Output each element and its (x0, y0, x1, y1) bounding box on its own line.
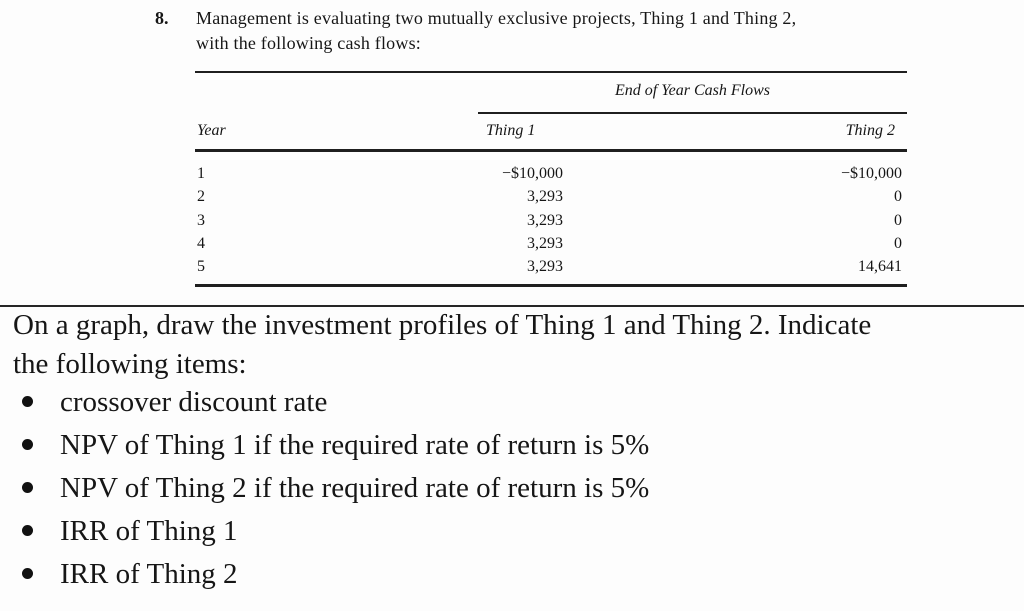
bullet-icon (22, 482, 33, 493)
table-top-rule (195, 71, 907, 73)
section-divider (0, 305, 1024, 307)
problem-statement: Management is evaluating two mutually ex… (196, 6, 926, 56)
cell-year: 4 (197, 235, 205, 252)
cell-thing1: 3,293 (527, 235, 563, 252)
table-header-row: Year Thing 1 Thing 2 (195, 118, 907, 144)
list-item: crossover discount rate (0, 381, 1024, 424)
column-header-thing2: Thing 2 (845, 122, 895, 139)
requirements-list: crossover discount rate NPV of Thing 1 i… (0, 381, 1024, 596)
list-item-text: NPV of Thing 2 if the required rate of r… (60, 472, 650, 504)
cell-thing1: 3,293 (527, 188, 563, 205)
problem-statement-line-1: Management is evaluating two mutually ex… (196, 8, 797, 28)
list-item: NPV of Thing 1 if the required rate of r… (0, 424, 1024, 467)
problem-number: 8. (155, 8, 169, 28)
table-bottom-rule (195, 284, 907, 287)
cell-thing2: −$10,000 (840, 165, 902, 182)
list-item-text: crossover discount rate (60, 386, 328, 418)
list-item: IRR of Thing 1 (0, 510, 1024, 553)
table-header-rule (195, 149, 907, 152)
question-text-line-2: the following items: (13, 348, 247, 380)
list-item-text: IRR of Thing 2 (60, 558, 238, 590)
cell-thing2: 14,641 (858, 258, 902, 275)
list-item: NPV of Thing 2 if the required rate of r… (0, 467, 1024, 510)
bullet-icon (22, 525, 33, 536)
cell-thing1: 3,293 (527, 258, 563, 275)
question-text-line-1: On a graph, draw the investment profiles… (13, 309, 872, 341)
problem-statement-line-2: with the following cash flows: (196, 33, 421, 53)
table-row: 2 3,293 0 (195, 185, 907, 208)
column-header-year: Year (197, 122, 226, 139)
table-row: 1 −$10,000 −$10,000 (195, 162, 907, 185)
table-row: 4 3,293 0 (195, 232, 907, 255)
cell-thing1: −$10,000 (501, 165, 563, 182)
cell-year: 1 (197, 165, 205, 182)
question-text: On a graph, draw the investment profiles… (13, 306, 1023, 384)
column-header-thing1: Thing 1 (486, 122, 536, 139)
cell-thing2: 0 (894, 212, 902, 229)
cell-thing1: 3,293 (527, 212, 563, 229)
cell-year: 5 (197, 258, 205, 275)
bullet-icon (22, 396, 33, 407)
table-row: 3 3,293 0 (195, 209, 907, 232)
table-span-rule (478, 112, 907, 114)
cell-thing2: 0 (894, 188, 902, 205)
list-item-text: IRR of Thing 1 (60, 515, 238, 547)
list-item: IRR of Thing 2 (0, 553, 1024, 596)
cash-flow-table: End of Year Cash Flows Year Thing 1 Thin… (195, 70, 907, 290)
cell-year: 2 (197, 188, 205, 205)
table-span-header: End of Year Cash Flows (615, 82, 770, 99)
bullet-icon (22, 439, 33, 450)
cell-year: 3 (197, 212, 205, 229)
table-row: 5 3,293 14,641 (195, 255, 907, 278)
bullet-icon (22, 568, 33, 579)
cell-thing2: 0 (894, 235, 902, 252)
list-item-text: NPV of Thing 1 if the required rate of r… (60, 429, 650, 461)
